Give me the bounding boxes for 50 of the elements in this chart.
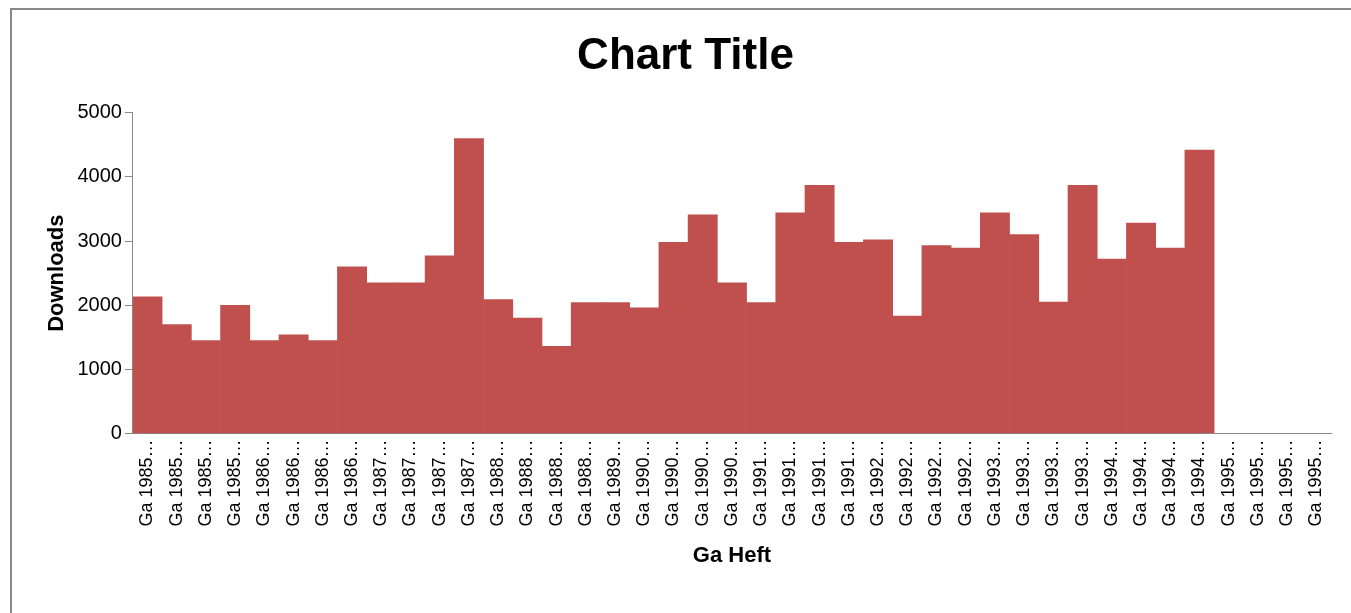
y-tick-label: 5000 [77, 100, 122, 123]
x-tick-label: Ga 1994… [1130, 439, 1151, 527]
x-tick-label: Ga 1993… [1071, 439, 1092, 527]
x-tick-label: Ga 1991… [750, 439, 771, 527]
y-tick-label: 0 [110, 421, 122, 444]
x-tick-label: Ga 1992… [867, 439, 888, 527]
x-tick-label: Ga 1985… [165, 439, 186, 527]
x-tick-label: Ga 1991… [837, 439, 858, 527]
x-tick-label: Ga 1991… [808, 439, 829, 527]
x-tick-label: Ga 1987… [428, 439, 449, 527]
x-tick-label: Ga 1987… [370, 439, 391, 527]
x-tick-label: Ga 1986… [341, 439, 362, 527]
x-tick-label: Ga 1985… [224, 439, 245, 527]
y-tick-label: 2000 [77, 292, 122, 315]
x-tick-label: Ga 1991… [779, 439, 800, 527]
x-tick-label: Ga 1988… [516, 439, 537, 527]
x-tick-label: Ga 1993… [1042, 439, 1063, 527]
x-tick-label: Ga 1988… [487, 439, 508, 527]
x-tick-label: Ga 1989… [604, 439, 625, 527]
x-tick-label: Ga 1985… [194, 439, 215, 527]
x-axis-title: Ga Heft [692, 541, 772, 567]
x-tick-label: Ga 1995… [1217, 439, 1238, 527]
x-tick-label: Ga 1986… [311, 439, 332, 527]
y-axis-title: Downloads [43, 214, 69, 332]
x-tick-label: Ga 1986… [253, 439, 274, 527]
y-tick-label: 4000 [77, 164, 122, 187]
x-tick-label: Ga 1992… [896, 439, 917, 527]
chart-title: Chart Title [577, 28, 794, 78]
x-tick-label: Ga 1988… [574, 439, 595, 527]
x-tick-label: Ga 1995… [1246, 439, 1267, 527]
x-tick-label: Ga 1993… [983, 439, 1004, 527]
x-tick-label: Ga 1990… [720, 439, 741, 527]
x-tick-label: Ga 1990… [662, 439, 683, 527]
x-tick-label: Ga 1990… [691, 439, 712, 527]
x-tick-label: Ga 1994… [1100, 439, 1121, 527]
x-tick-label: Ga 1988… [545, 439, 566, 527]
x-tick-label: Ga 1995… [1276, 439, 1297, 527]
x-tick-label: Ga 1987… [399, 439, 420, 527]
x-tick-label: Ga 1993… [1013, 439, 1034, 527]
x-tick-label: Ga 1990… [633, 439, 654, 527]
x-tick-label: Ga 1986… [282, 439, 303, 527]
x-tick-label: Ga 1992… [954, 439, 975, 527]
x-tick-label: Ga 1994… [1159, 439, 1180, 527]
y-tick-label: 1000 [77, 356, 122, 379]
x-tick-label: Ga 1987… [457, 439, 478, 527]
x-tick-label: Ga 1995… [1305, 439, 1326, 527]
x-tick-label: Ga 1994… [1188, 439, 1209, 527]
x-tick-label: Ga 1992… [925, 439, 946, 527]
x-tick-label: Ga 1985… [136, 439, 157, 527]
y-tick-label: 3000 [77, 228, 122, 251]
